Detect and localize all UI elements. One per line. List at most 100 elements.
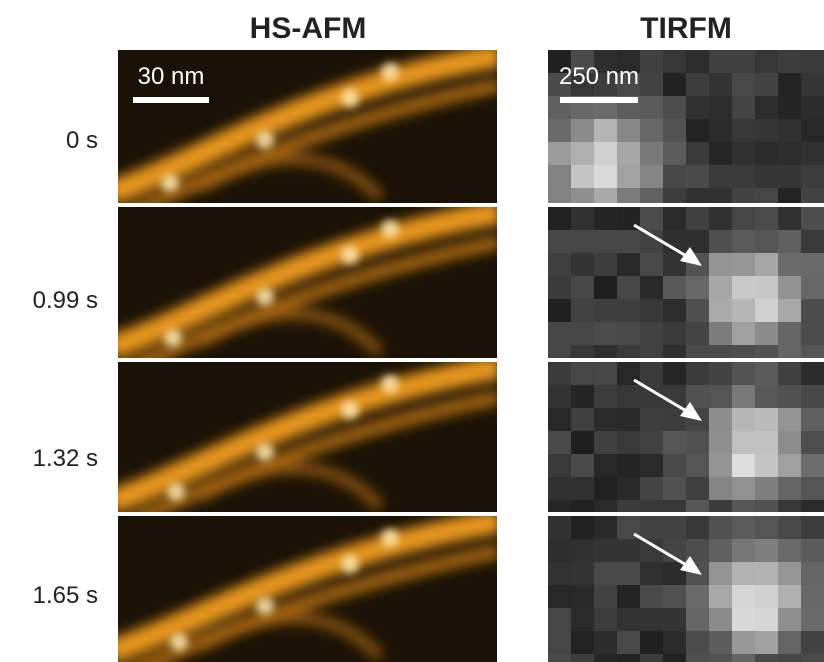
pixel [571, 516, 594, 539]
pixel [548, 477, 571, 500]
pixel [801, 585, 824, 608]
pixel [778, 654, 801, 662]
pixel [594, 299, 617, 322]
pixel [755, 50, 778, 73]
pixel [571, 608, 594, 631]
pixel [594, 188, 617, 203]
afm-image [110, 207, 500, 378]
afm-image [110, 516, 500, 662]
pixel [594, 362, 617, 385]
pixel [594, 608, 617, 631]
pixel [709, 73, 732, 96]
pixel [732, 385, 755, 408]
pixel [548, 207, 571, 230]
pixel [594, 408, 617, 431]
pixel [778, 230, 801, 253]
pixel [663, 96, 686, 119]
pixel [778, 119, 801, 142]
pixel [709, 230, 732, 253]
pixel [686, 73, 709, 96]
pixel [663, 188, 686, 203]
pixel [778, 385, 801, 408]
pixel [640, 73, 663, 96]
pixel [709, 362, 732, 385]
pixel [594, 477, 617, 500]
pixel [778, 142, 801, 165]
bright-spot [170, 633, 188, 651]
pixel [755, 477, 778, 500]
pixel [801, 119, 824, 142]
pixel [778, 253, 801, 276]
pixel [571, 188, 594, 203]
pixel [709, 96, 732, 119]
pixel [801, 73, 824, 96]
bright-spot [341, 401, 359, 419]
bright-spot [256, 597, 274, 615]
pixel [686, 50, 709, 73]
pixel [663, 454, 686, 477]
pixel [709, 345, 732, 358]
pixel [617, 454, 640, 477]
pixel [755, 608, 778, 631]
pixel [801, 454, 824, 477]
pixel [732, 253, 755, 276]
pixel [709, 408, 732, 431]
pixel [709, 276, 732, 299]
pixel [755, 516, 778, 539]
pixel [778, 96, 801, 119]
pixel [686, 165, 709, 188]
column-title: TIRFM [640, 12, 732, 45]
pixel [571, 322, 594, 345]
pixel [801, 50, 824, 73]
bright-spot [161, 174, 179, 192]
pixel [732, 142, 755, 165]
pixel [663, 516, 686, 539]
afm-panels [110, 50, 500, 662]
pixel [640, 608, 663, 631]
pixel [732, 516, 755, 539]
pixel [755, 539, 778, 562]
pixel [548, 299, 571, 322]
pixel [548, 631, 571, 654]
pixel [801, 539, 824, 562]
pixel [755, 654, 778, 662]
pixel [571, 408, 594, 431]
pixel [732, 50, 755, 73]
pixel [548, 454, 571, 477]
pixel [755, 299, 778, 322]
pixel [801, 207, 824, 230]
pixel [709, 477, 732, 500]
pixel [640, 408, 663, 431]
pixel [663, 276, 686, 299]
pixel [755, 207, 778, 230]
pixel [548, 119, 571, 142]
pixel [663, 654, 686, 662]
pixel [548, 500, 571, 512]
pixel [778, 477, 801, 500]
pixel [709, 50, 732, 73]
pixel [640, 477, 663, 500]
pixel [663, 408, 686, 431]
pixel [640, 631, 663, 654]
pixel [663, 73, 686, 96]
pixel [571, 385, 594, 408]
pixel [732, 345, 755, 358]
pixel [801, 362, 824, 385]
pixel [778, 608, 801, 631]
pixel [778, 50, 801, 73]
pixel [663, 165, 686, 188]
pixel [801, 142, 824, 165]
pixel [801, 516, 824, 539]
pixel [686, 276, 709, 299]
pixel [617, 562, 640, 585]
pixel [617, 431, 640, 454]
pixel [709, 539, 732, 562]
pixel [801, 276, 824, 299]
pixel [732, 73, 755, 96]
pixel [548, 608, 571, 631]
tirfm-image [548, 516, 824, 662]
pixel [617, 408, 640, 431]
pixel [755, 385, 778, 408]
pixel [755, 631, 778, 654]
pixel [686, 322, 709, 345]
